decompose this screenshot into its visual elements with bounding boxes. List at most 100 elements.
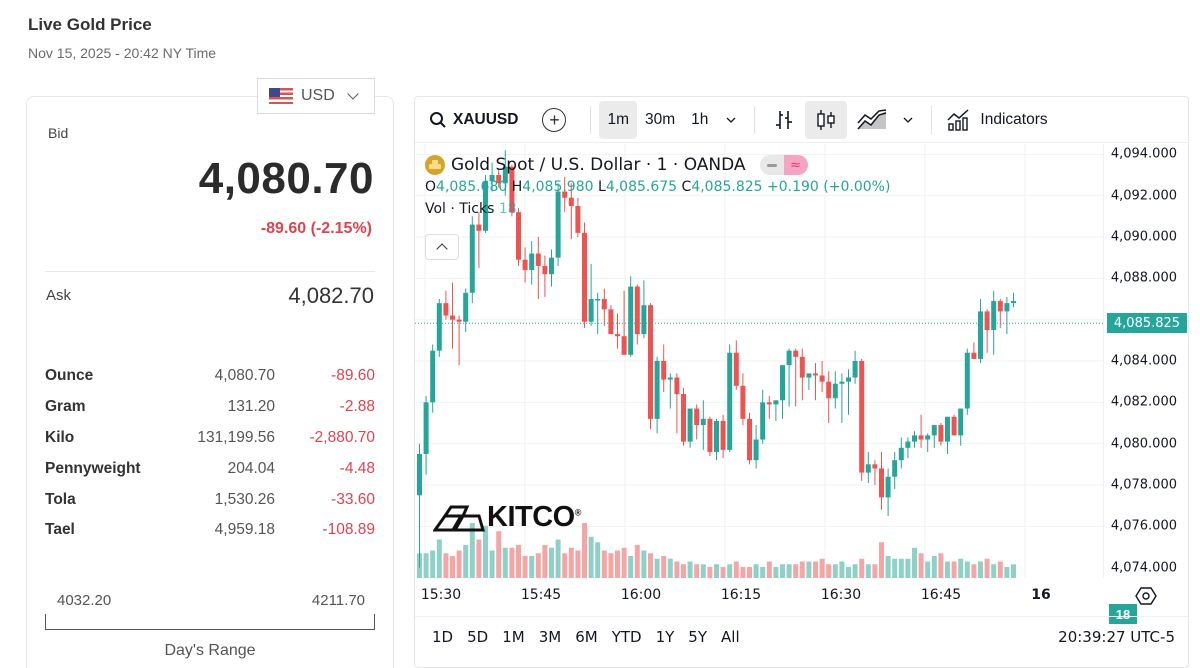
price-card: [26, 96, 394, 668]
price-axis-label: 4,090.000: [1110, 229, 1177, 245]
interval-dropdown[interactable]: [716, 101, 746, 139]
interval-30m[interactable]: 30m: [645, 110, 676, 128]
page-title: Live Gold Price: [28, 15, 152, 34]
open-value: 4,085.680: [436, 179, 508, 195]
time-axis-label: 16:00: [620, 587, 662, 603]
range-all[interactable]: All: [721, 627, 740, 646]
bar-chart-type-button[interactable]: [763, 101, 805, 139]
close-label: C: [681, 179, 692, 195]
unit-change: -4.48: [339, 459, 375, 477]
range-3m[interactable]: 3M: [538, 627, 562, 646]
interval-1h[interactable]: 1h: [691, 110, 709, 128]
kitco-watermark: KITCO®: [433, 501, 581, 534]
volume-tag: 18: [1109, 604, 1137, 624]
unit-price: 4,080.70: [214, 367, 275, 385]
divider: [45, 271, 375, 272]
ohlc-values: O4,085.680 H4,085.980 L4,085.675 C4,085.…: [425, 179, 890, 195]
volume-legend: Vol · Ticks 18: [425, 201, 890, 217]
high-value: 4,085.980: [522, 179, 594, 195]
candlestick-icon: [817, 109, 836, 130]
chart-status-pill[interactable]: ≈: [759, 155, 808, 175]
chevron-down-icon: [347, 87, 359, 100]
toolbar-divider: [754, 105, 756, 134]
chart-canvas[interactable]: [415, 144, 1103, 578]
range-ytd[interactable]: YTD: [611, 627, 642, 646]
unit-price: 131.20: [227, 398, 275, 416]
range-5d[interactable]: 5D: [467, 627, 489, 646]
volume-value: 18: [498, 201, 517, 217]
range-1d[interactable]: 1D: [432, 627, 454, 646]
time-axis[interactable]: 15:30 15:45 16:00 16:15 16:30 16:45 16: [415, 578, 1103, 612]
compare-symbol-button[interactable]: +: [542, 107, 567, 132]
day-range-bar: [45, 614, 375, 630]
candlestick-chart[interactable]: [415, 144, 1103, 578]
unit-price-table: Ounce 4,080.70 -89.60 Gram 131.20 -2.88 …: [45, 361, 375, 546]
range-6m[interactable]: 6M: [575, 627, 598, 646]
candles-chart-type-button[interactable]: [805, 100, 848, 139]
page-datetime: Nov 15, 2025 - 20:42 NY Time: [28, 45, 217, 61]
unit-row-tael: Tael 4,959.18 -108.89: [45, 515, 375, 546]
change-value: +0.190 (+0.00%): [767, 179, 891, 195]
time-axis-label: 16:15: [720, 587, 762, 603]
chart-title: Gold Spot / U.S. Dollar · 1 · OANDA: [451, 155, 746, 175]
day-range-low: 4032.20: [57, 592, 112, 609]
chevron-down-icon: [726, 117, 736, 123]
chart-widget: XAUUSD + 1m 30m 1h Indicators: [414, 96, 1189, 668]
unit-change: -2,880.70: [309, 428, 376, 446]
indicators-label: Indicators: [980, 110, 1048, 128]
unit-row-kilo: Kilo 131,199.56 -2,880.70: [45, 423, 375, 454]
unit-change: -108.89: [322, 521, 375, 539]
close-value: 4,085.825: [691, 179, 763, 195]
indicators-button[interactable]: Indicators: [940, 101, 1053, 139]
gold-bars-icon: [425, 155, 445, 175]
watermark-text: KITCO®: [487, 501, 581, 533]
bid-label: Bid: [48, 125, 69, 141]
price-axis-label: 4,088.000: [1110, 270, 1177, 286]
area-chart-icon: [857, 108, 887, 129]
chart-legend: Gold Spot / U.S. Dollar · 1 · OANDA ≈ O4…: [425, 155, 890, 217]
range-5y[interactable]: 5Y: [688, 627, 708, 646]
day-range-label: Day's Range: [164, 642, 256, 659]
currency-label: USD: [301, 87, 335, 104]
date-range-bar: 1D 5D 1M 3M 6M YTD 1Y 5Y All 20:39:27 UT…: [415, 616, 1188, 656]
unit-change: -89.60: [331, 367, 375, 385]
bid-price: 4,080.70: [198, 154, 374, 203]
chart-settings-icon[interactable]: [1135, 585, 1157, 607]
unit-name: Pennyweight: [45, 459, 141, 477]
open-label: O: [425, 179, 437, 195]
unit-name: Tola: [45, 490, 76, 508]
symbol-label: XAUUSD: [453, 110, 519, 128]
low-label: L: [598, 179, 606, 195]
unit-change: -33.60: [331, 490, 375, 508]
price-axis[interactable]: 4,074.000 4,076.000 4,078.000 4,080.000 4,08…: [1103, 144, 1189, 624]
area-chart-type-button[interactable]: [847, 101, 893, 139]
price-axis-label: 4,094.000: [1110, 146, 1177, 162]
unit-price: 1,530.26: [214, 490, 275, 508]
unit-row-pennyweight: Pennyweight 204.04 -4.48: [45, 453, 375, 484]
unit-name: Gram: [45, 398, 86, 416]
plus-icon: +: [549, 109, 560, 130]
chart-type-dropdown[interactable]: [893, 101, 923, 139]
chart-clock[interactable]: 20:39:27 UTC-5: [1058, 627, 1175, 646]
unit-row-gram: Gram 131.20 -2.88: [45, 392, 375, 423]
bid-change: -89.60 (-2.15%): [260, 220, 372, 237]
collapse-legend-button[interactable]: [425, 234, 459, 260]
range-1m[interactable]: 1M: [502, 627, 525, 646]
unit-price: 204.04: [227, 459, 275, 477]
price-axis-label: 4,082.000: [1110, 394, 1177, 410]
ask-price: 4,082.70: [288, 283, 374, 308]
currency-select[interactable]: USD: [257, 78, 375, 114]
data-delayed-icon: ≈: [783, 155, 808, 175]
price-axis-label: 4,074.000: [1110, 560, 1177, 576]
price-axis-label: 4,078.000: [1110, 477, 1177, 493]
unit-row-ounce: Ounce 4,080.70 -89.60: [45, 361, 375, 392]
time-axis-label: 16:30: [820, 587, 862, 603]
range-1y[interactable]: 1Y: [655, 627, 675, 646]
market-status-icon: [759, 155, 784, 175]
current-price-tag: 4,085.825: [1107, 313, 1187, 334]
volume-label: Vol · Ticks: [425, 201, 495, 217]
symbol-search-button[interactable]: XAUUSD: [415, 101, 518, 139]
unit-name: Kilo: [45, 428, 75, 446]
low-value: 4,085.675: [605, 179, 678, 195]
interval-1m[interactable]: 1m: [599, 100, 637, 139]
